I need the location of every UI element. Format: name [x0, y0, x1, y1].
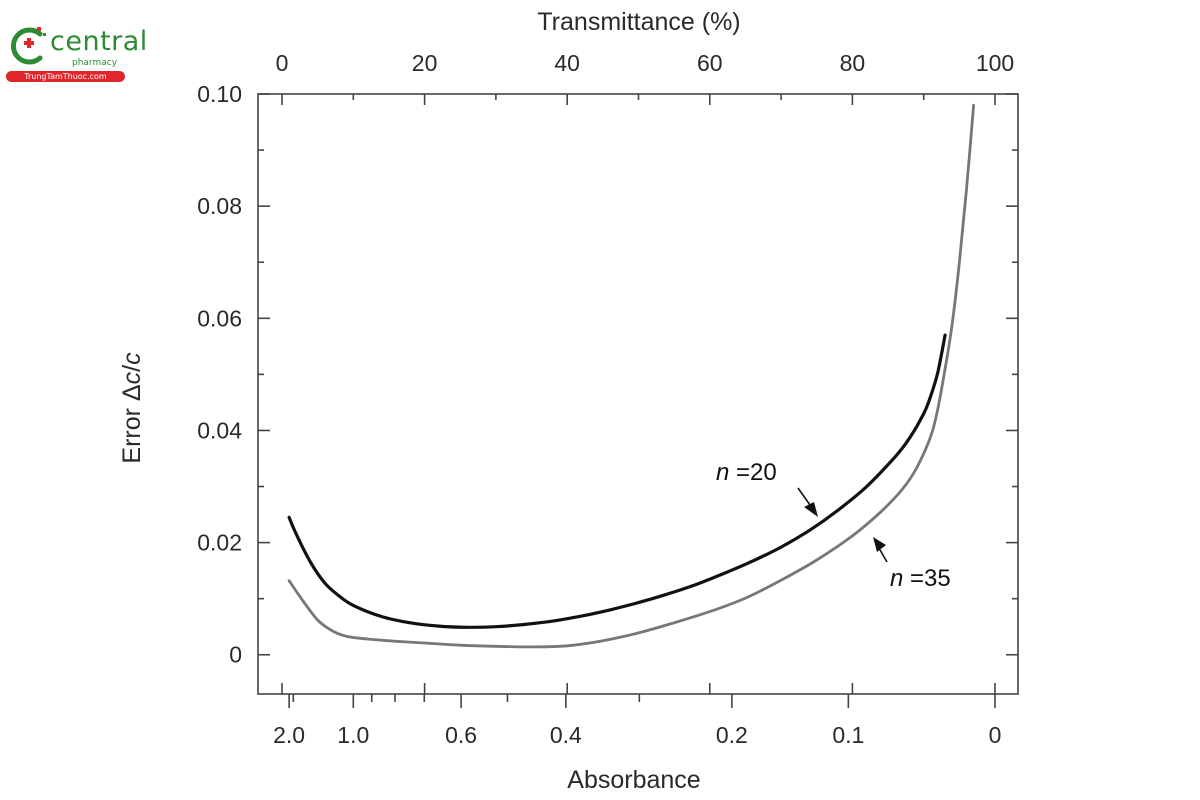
top-tick-label: 80	[840, 50, 866, 76]
y-tick-label: 0.04	[197, 417, 242, 443]
bottom-axis-title: Absorbance	[567, 766, 700, 794]
logo-site-text: TrungTamThuoc.com	[24, 72, 107, 81]
bottom-tick-label: 0.1	[832, 722, 864, 748]
logo-sub-text: pharmacy	[72, 58, 118, 68]
central-pharmacy-logo: central pharmacy TrungTamThuoc.com	[6, 22, 147, 84]
right-axis	[1006, 93, 1018, 656]
bottom-tick-label: 0.6	[445, 722, 477, 748]
y-tick-label: 0.02	[197, 530, 242, 556]
annotation-n20: n =20	[716, 459, 777, 486]
bottom-tick-label: 2.0	[273, 722, 305, 748]
y-tick-label: 0.08	[197, 193, 242, 219]
bottom-tick-label: 0.4	[550, 722, 582, 748]
bottom-axis: 2.0 1.0 0.6 0.4 0.2 0.1 0	[273, 694, 1001, 748]
series-layer	[287, 103, 975, 649]
arrow-n35	[873, 537, 888, 563]
y-tick-label: 0	[229, 642, 242, 668]
logo-site-banner: TrungTamThuoc.com	[6, 71, 125, 82]
top-tick-label: 0	[276, 50, 289, 76]
top-axis-title: Transmittance (%)	[537, 8, 740, 36]
pharmacy-cross-icon	[10, 27, 46, 65]
bottom-tick-label: 0.2	[716, 722, 748, 748]
top-tick-label: 40	[554, 50, 580, 76]
annotation-n35: n =35	[890, 565, 951, 592]
y-axis-title: Error Δc/c	[118, 352, 146, 464]
series-line-n35	[287, 103, 975, 649]
bottom-tick-label: 0	[989, 722, 1002, 748]
top-tick-label: 20	[412, 50, 438, 76]
left-axis: 0 0.02 0.04 0.06 0.08 0.10	[197, 81, 270, 668]
top-tick-label: 60	[697, 50, 723, 76]
arrow-n20	[797, 487, 818, 517]
bottom-tick-label: 1.0	[337, 722, 369, 748]
series-line-n20	[287, 333, 947, 629]
top-tick-label: 100	[976, 50, 1014, 76]
top-axis: 0 20 40 60 80 100	[276, 50, 1014, 694]
logo-brand-text: central	[50, 26, 148, 57]
y-tick-label: 0.06	[197, 305, 242, 331]
y-tick-label: 0.10	[197, 81, 242, 107]
